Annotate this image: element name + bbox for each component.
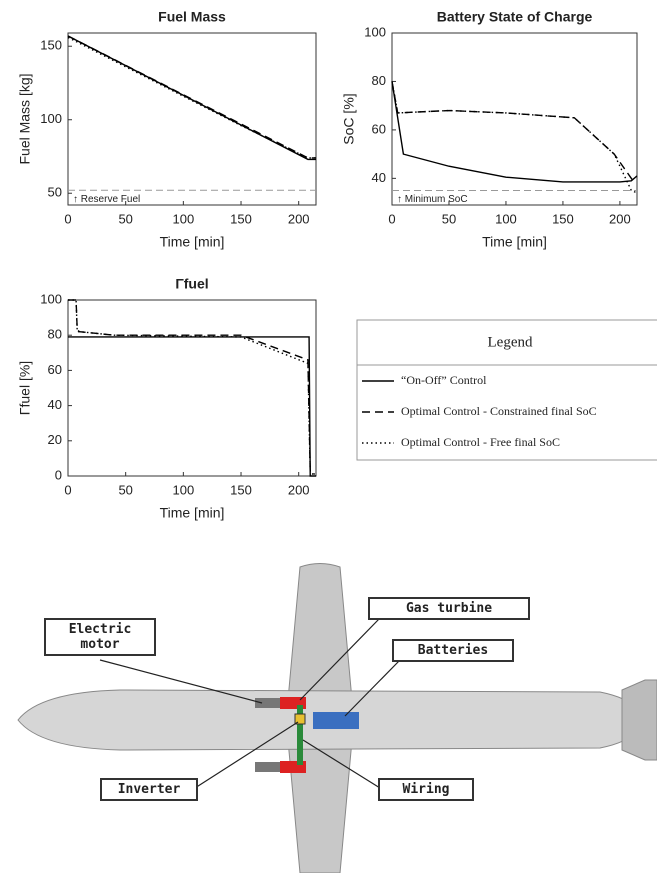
x-tick-label: 100 (172, 482, 194, 497)
chart-title: Γfuel (175, 276, 208, 292)
motor (255, 762, 280, 772)
x-tick-label: 0 (388, 211, 395, 226)
leader (99, 659, 263, 704)
wiring (297, 705, 303, 765)
plot-frame (391, 32, 638, 206)
y-tick-label: 20 (48, 432, 62, 447)
x-axis-label: Time [min] (160, 234, 225, 250)
x-tick-label: 100 (495, 211, 517, 226)
x-axis-label: Time [min] (482, 234, 547, 250)
x-tick-label: 150 (552, 211, 574, 226)
y-axis-label: Fuel Mass [kg] (17, 73, 33, 164)
y-tick-label: 60 (372, 121, 386, 136)
reference-label: ↑ Minimum SoC (397, 194, 468, 205)
legend-entry: “On-Off” Control (401, 373, 487, 387)
x-tick-label: 200 (288, 482, 310, 497)
plot-frame (67, 32, 317, 206)
leader (194, 721, 299, 789)
series-line (391, 81, 638, 183)
x-tick-label: 100 (172, 211, 194, 226)
x-tick-label: 200 (288, 211, 310, 226)
plot-frame (67, 299, 317, 477)
batteries (313, 712, 359, 729)
inverter (294, 713, 306, 725)
series-line (67, 35, 316, 161)
y-tick-label: 0 (55, 467, 62, 482)
aircraft (17, 563, 657, 873)
x-axis-label: Time [min] (160, 505, 225, 521)
y-tick-label: 150 (40, 38, 62, 53)
leader (302, 739, 381, 789)
x-tick-label: 50 (118, 482, 132, 497)
motor (255, 698, 280, 708)
y-tick-label: 100 (40, 111, 62, 126)
series-line (67, 35, 316, 159)
x-tick-label: 150 (230, 482, 252, 497)
legend-entry: Optimal Control - Free final SoC (401, 435, 560, 449)
x-tick-label: 50 (118, 211, 132, 226)
y-tick-label: 80 (372, 73, 386, 88)
series-line (68, 299, 317, 477)
leader (344, 659, 401, 717)
diagram-label: Batteries (392, 639, 514, 662)
chart-title: Fuel Mass (158, 9, 226, 25)
x-tick-label: 200 (609, 211, 631, 226)
y-axis-label: Γfuel [%] (17, 361, 33, 415)
series-line (391, 81, 638, 194)
chart-title: Battery State of Charge (437, 9, 593, 25)
y-tick-label: 50 (48, 185, 62, 200)
series-line (68, 336, 316, 477)
y-tick-label: 40 (372, 170, 386, 185)
reference-label: ↑ Reserve Fuel (73, 194, 140, 205)
legend-entry: Optimal Control - Constrained final SoC (401, 404, 597, 418)
x-tick-label: 150 (230, 211, 252, 226)
legend-box (356, 319, 657, 461)
leader-lines (99, 617, 401, 789)
y-tick-label: 100 (364, 24, 386, 39)
y-tick-label: 80 (48, 327, 62, 342)
x-tick-label: 0 (64, 482, 71, 497)
x-tick-label: 50 (442, 211, 456, 226)
tail (621, 679, 657, 761)
y-tick-label: 40 (48, 397, 62, 412)
leader (299, 617, 381, 701)
legend-title: Legend (488, 334, 533, 350)
diagram-label: Gas turbine (368, 597, 530, 620)
y-tick-label: 100 (40, 291, 62, 306)
x-tick-label: 0 (64, 211, 71, 226)
y-tick-label: 60 (48, 362, 62, 377)
y-axis-label: SoC [%] (341, 93, 357, 144)
diagram-label: Electric motor (44, 618, 156, 656)
diagram-label: Wiring (378, 778, 474, 801)
diagram-label: Inverter (100, 778, 198, 801)
legend: Legend (356, 319, 657, 461)
